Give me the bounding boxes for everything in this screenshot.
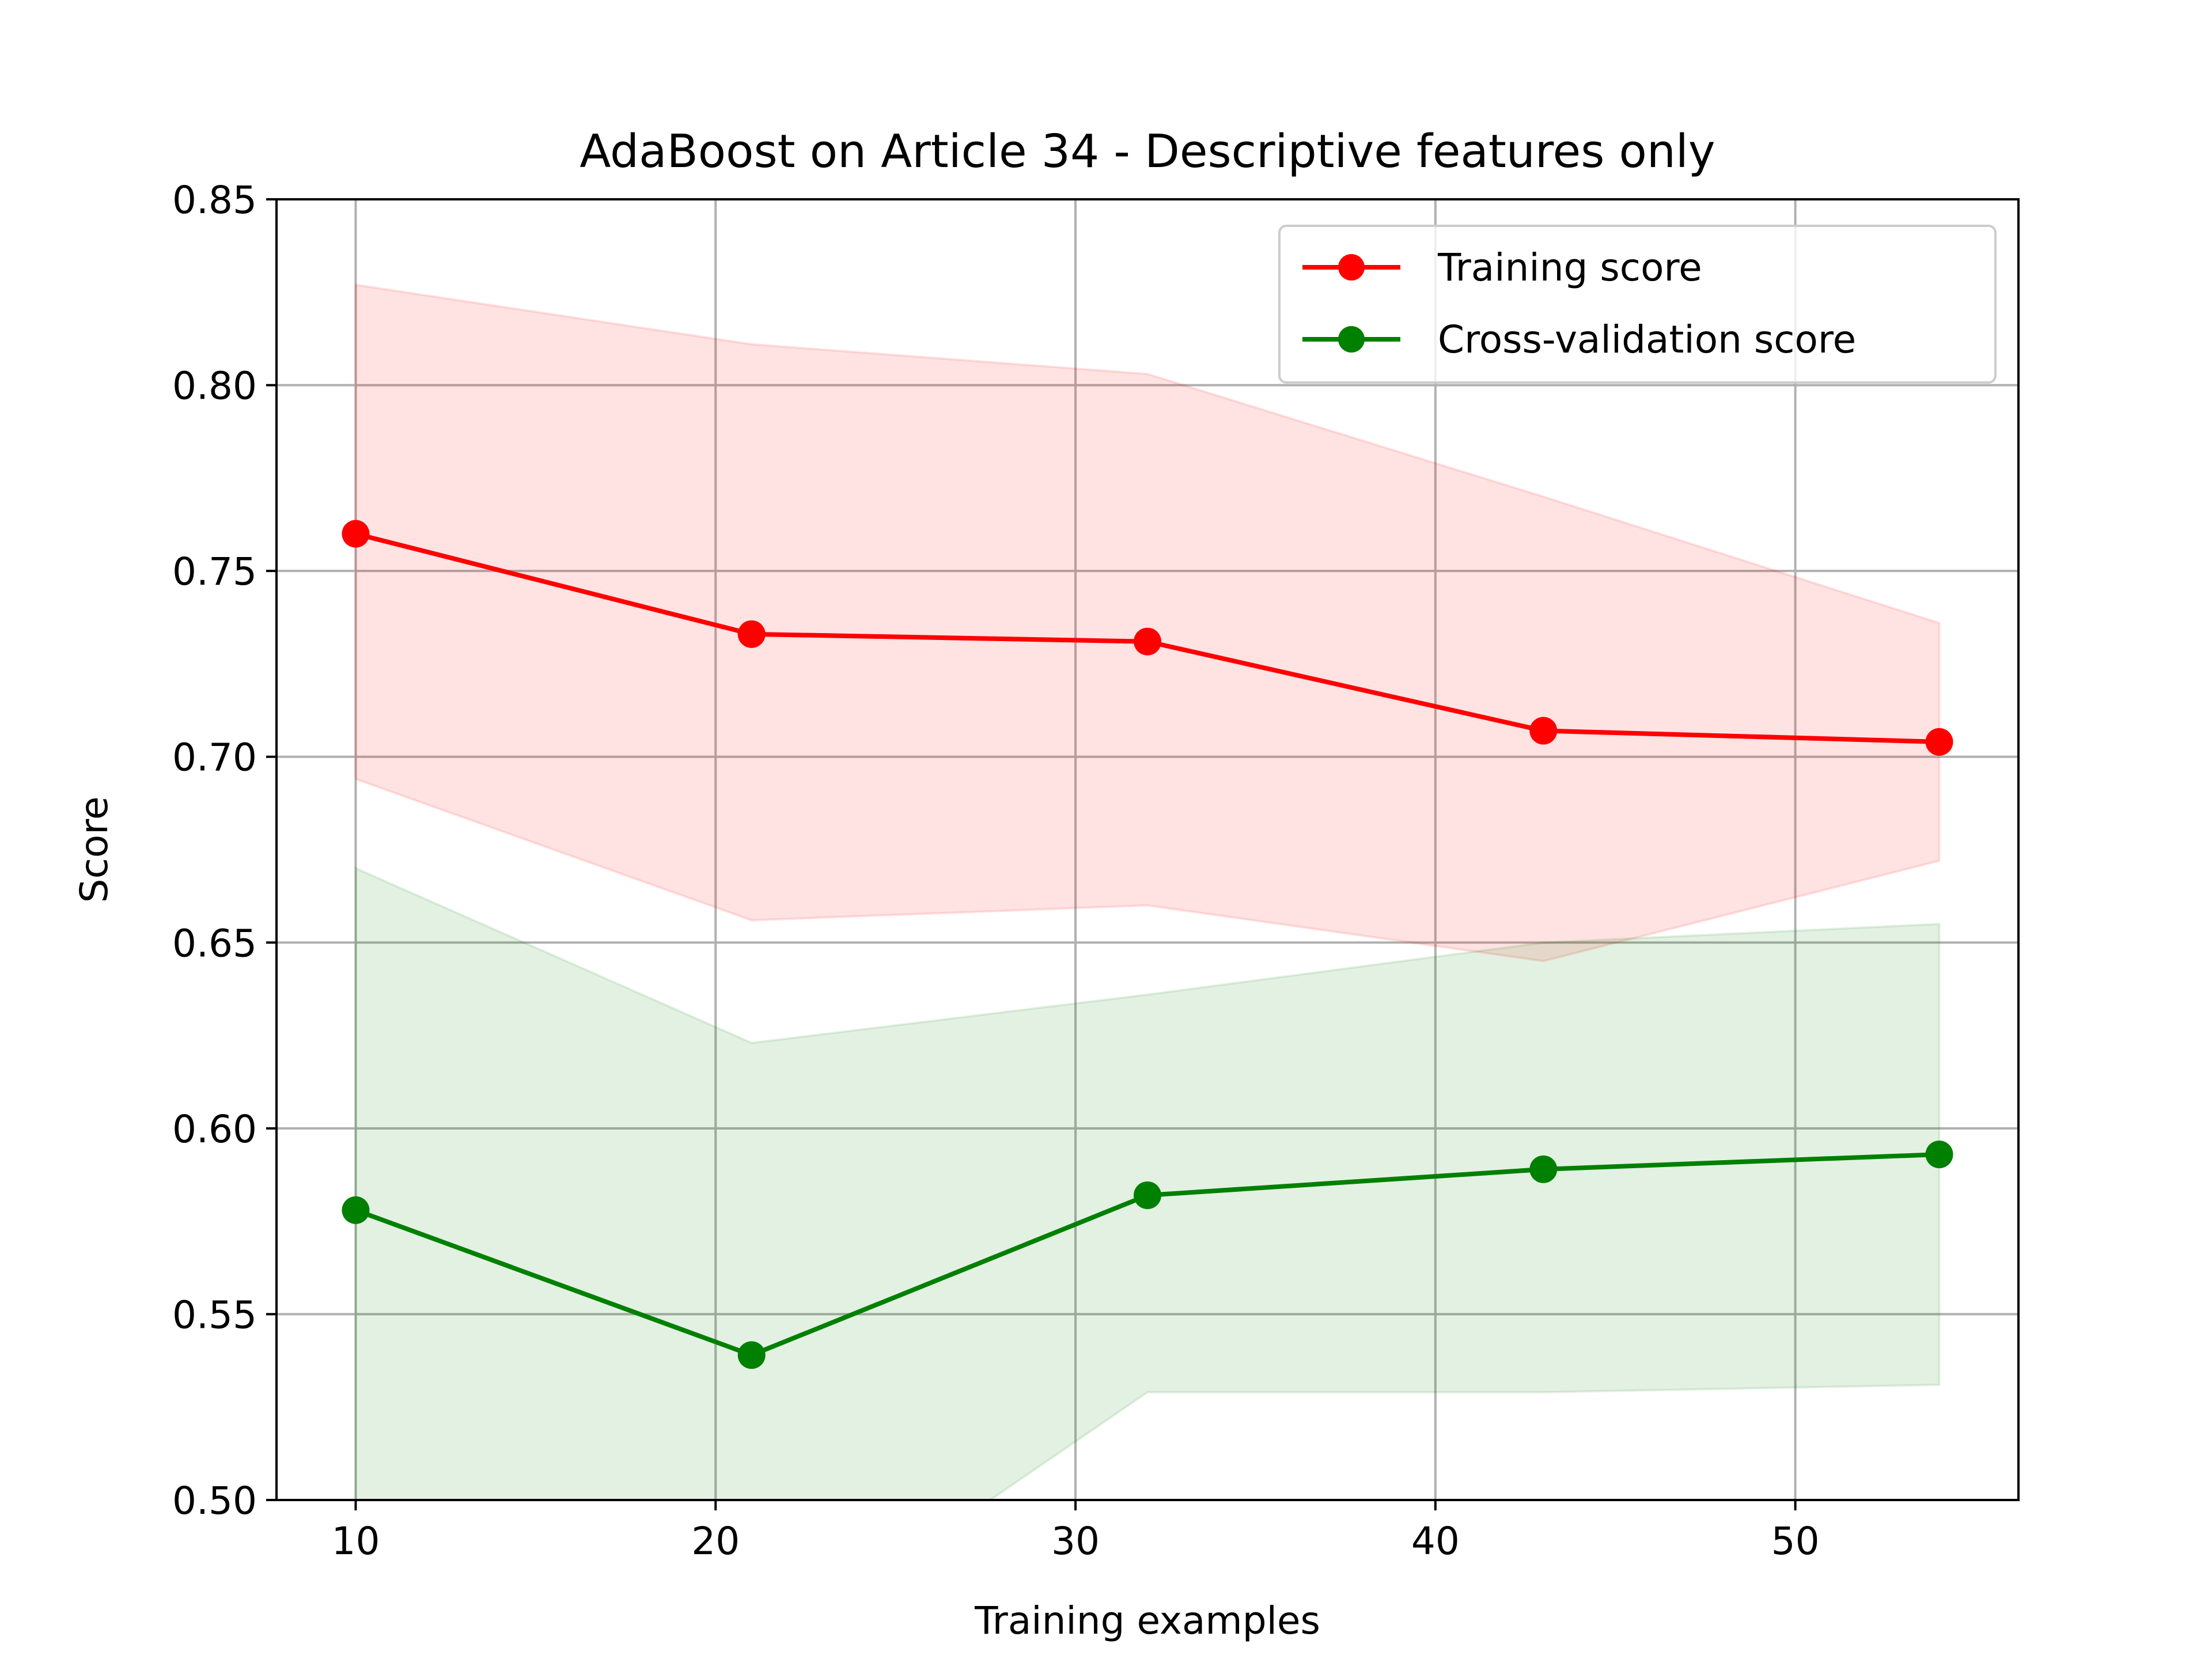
y-tick-label: 0.65: [172, 921, 257, 965]
grid-lines: [276, 198, 2018, 1501]
point-cv: [1925, 1141, 1953, 1169]
x-tick-label: 30: [1051, 1519, 1100, 1563]
plot-frame: [275, 198, 2020, 1501]
y-tick-label: 0.60: [172, 1107, 257, 1152]
point-cv: [342, 1196, 370, 1224]
legend-box: [1278, 225, 1997, 384]
y-tick-label: 0.70: [172, 736, 257, 780]
legend: Training score Cross-validation score: [1278, 225, 1997, 384]
point-cv: [1529, 1155, 1558, 1183]
y-tick-label: 0.55: [172, 1293, 257, 1337]
point-training: [342, 520, 370, 548]
chart-title: AdaBoost on Article 34 - Descriptive fea…: [579, 125, 1715, 178]
point-training: [1134, 627, 1161, 656]
x-tick-label: 50: [1771, 1519, 1820, 1563]
axis-ticks: 10 20 30 40 50 0.50 0.55 0.60 0.65 0.70 0.75 0.80 0.…: [172, 178, 1820, 1563]
y-tick-label: 0.80: [172, 364, 257, 408]
y-tick-label: 0.85: [172, 178, 257, 222]
point-cv: [1134, 1181, 1161, 1209]
legend-label-training: Training score: [1437, 245, 1702, 290]
x-axis-label: Training examples: [974, 1599, 1320, 1643]
legend-marker-training: [1338, 254, 1365, 281]
point-cv: [737, 1341, 766, 1369]
x-tick-label: 40: [1411, 1519, 1460, 1563]
score-markers: [342, 520, 1953, 1369]
point-training: [737, 620, 766, 648]
point-training: [1925, 728, 1953, 756]
point-training: [1529, 717, 1558, 745]
x-tick-label: 20: [691, 1519, 740, 1563]
x-tick-label: 10: [331, 1519, 380, 1563]
y-axis-label: Score: [72, 797, 116, 903]
legend-marker-cv: [1338, 326, 1365, 353]
y-tick-label: 0.75: [172, 550, 257, 594]
band-training: [354, 283, 1941, 963]
legend-label-cv: Cross-validation score: [1438, 317, 1856, 362]
y-tick-label: 0.50: [172, 1479, 257, 1523]
